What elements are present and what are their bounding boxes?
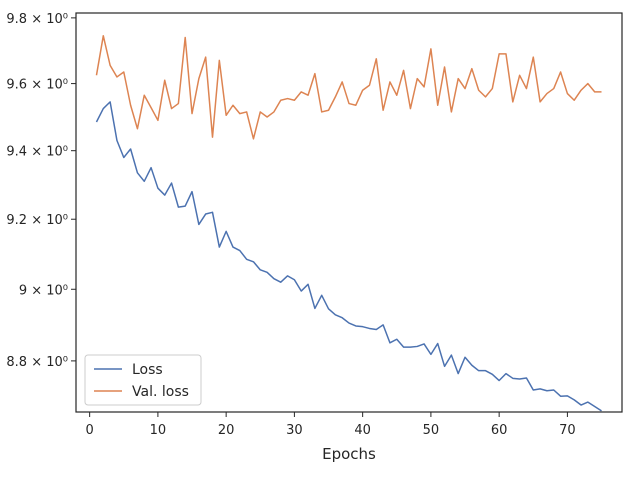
y-tick-label: 9.4 × 10⁰ [6, 145, 68, 160]
x-tick-label: 30 [286, 423, 303, 438]
series-line-loss [95, 101, 602, 412]
x-tick-label: 10 [150, 423, 167, 438]
x-tick-label: 60 [491, 423, 508, 438]
x-axis-title: Epochs [322, 445, 376, 463]
y-tick-label: 9.6 × 10⁰ [6, 78, 68, 93]
legend-label: Val. loss [132, 384, 189, 400]
legend-box [84, 354, 202, 406]
y-axis: 8.8 × 10⁰ 9 × 10⁰ 9.2 × 10⁰ 9.4 × 10⁰ 9.6 × … [6, 12, 76, 370]
y-tick-label: 9 × 10⁰ [19, 283, 68, 298]
x-tick-label: 40 [354, 423, 371, 438]
y-tick-label: 9.2 × 10⁰ [6, 213, 68, 228]
plot-area [76, 13, 622, 412]
x-tick-label: 50 [423, 423, 440, 438]
series-line-val-loss [95, 35, 602, 140]
x-tick-label: 20 [218, 423, 235, 438]
legend-label: Loss [132, 362, 163, 378]
y-tick-label: 8.8 × 10⁰ [6, 355, 68, 370]
x-tick-label: 0 [86, 423, 94, 438]
x-tick-label: 70 [559, 423, 576, 438]
legend: Loss Val. loss [84, 354, 202, 406]
series-layer [95, 35, 602, 412]
x-axis: 0 10 20 30 40 50 60 70 [86, 412, 576, 438]
y-tick-label: 9.8 × 10⁰ [6, 12, 68, 27]
plot-frame [75, 12, 623, 413]
